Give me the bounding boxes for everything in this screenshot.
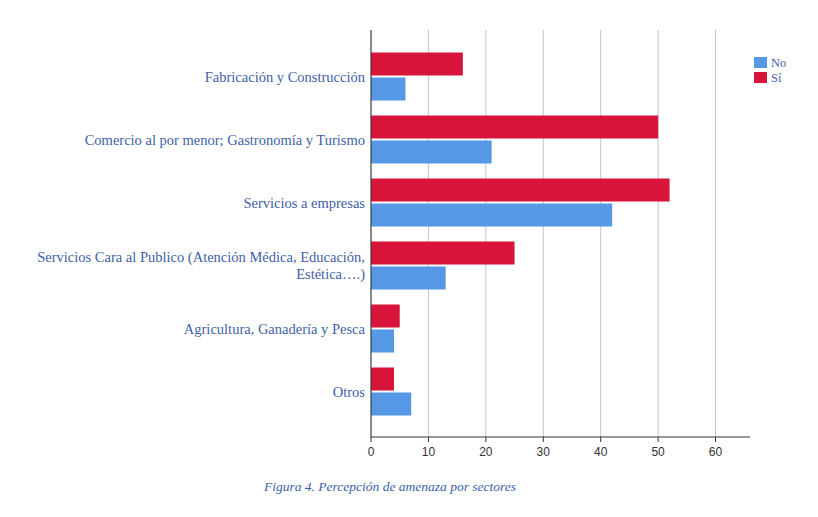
legend-label: Sí	[771, 71, 782, 85]
tick-mark	[371, 437, 372, 442]
tick-mark	[543, 437, 544, 442]
title: Figura 4. Percepción de amenaza por sect…	[263, 479, 516, 494]
category-label: Agricultura, Ganadería y Pesca	[184, 321, 366, 337]
category-label: Fabricación y Construcción	[205, 69, 366, 85]
bar	[371, 53, 463, 76]
chart-root: 0 10 20 30 40 50 60 Fabricación y Construcción C…	[0, 0, 818, 517]
tick-mark	[600, 437, 601, 442]
bar	[371, 141, 492, 164]
category-label: Comercio al por menor; Gastronomía y Tur…	[85, 132, 365, 148]
grid-line	[543, 30, 544, 437]
bar	[371, 305, 400, 328]
bar	[371, 204, 612, 227]
grid-line	[658, 30, 659, 437]
tick-mark	[485, 437, 486, 442]
tick-mark	[658, 437, 659, 442]
bar	[371, 116, 658, 139]
y-axis	[371, 30, 372, 437]
legend-label: No	[771, 56, 786, 70]
bar	[371, 78, 405, 101]
tick-label: 20	[479, 445, 493, 459]
tick-label: 0	[368, 445, 375, 459]
bar	[371, 242, 515, 265]
grid-line	[715, 30, 716, 437]
legend-swatch	[754, 57, 767, 68]
bar	[371, 267, 446, 290]
tick-label: 10	[422, 445, 436, 459]
x-axis	[371, 437, 750, 438]
bar	[371, 368, 394, 391]
bar	[371, 179, 670, 202]
category-label: Servicios Cara al Publico (Atención Médi…	[37, 249, 365, 283]
bar	[371, 393, 411, 416]
tick-label: 30	[537, 445, 551, 459]
category-label: Otros	[333, 384, 366, 400]
tick-label: 50	[651, 445, 665, 459]
bars	[371, 53, 670, 416]
bar	[371, 330, 394, 353]
tick-label: 60	[709, 445, 723, 459]
grid-line	[371, 30, 372, 437]
grid-line	[600, 30, 601, 437]
grid-line	[428, 30, 429, 437]
tick-mark	[428, 437, 429, 442]
tick-label: 40	[594, 445, 608, 459]
category-label: Servicios a empresas	[243, 195, 365, 211]
grid-line	[485, 30, 486, 437]
chart: 0 10 20 30 40 50 60 Fabricación y Construcción C…	[0, 0, 818, 517]
legend-swatch	[754, 72, 767, 83]
tick-mark	[715, 437, 716, 442]
